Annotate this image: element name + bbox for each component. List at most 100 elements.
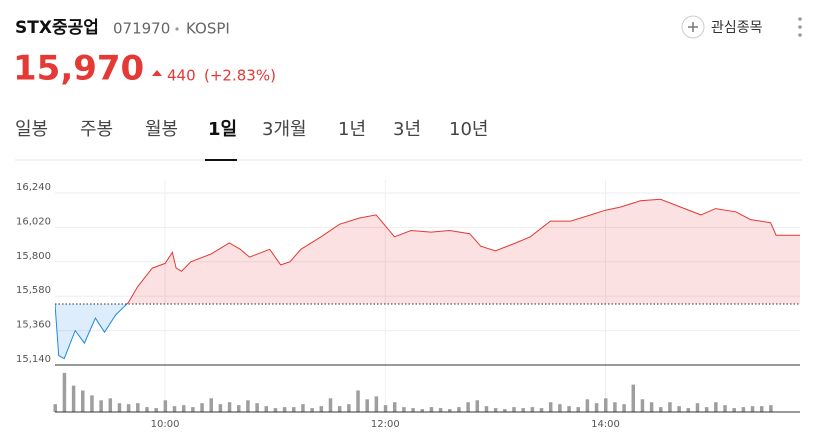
change: 440 [167, 67, 196, 85]
volume-bar [750, 406, 755, 412]
more-button[interactable] [798, 17, 802, 37]
volume-bar [732, 408, 736, 412]
volume-bar [558, 404, 562, 412]
volume-bar [301, 404, 305, 412]
plus-icon [681, 15, 705, 39]
volume-bar [227, 402, 232, 412]
tab[interactable]: 3개월 [262, 119, 307, 140]
y-tick-label: 15,140 [16, 354, 51, 365]
stock-code: 071970 [113, 20, 170, 38]
volume-bar [255, 403, 259, 412]
x-tick-label: 12:00 [371, 419, 400, 430]
volume-bar [640, 399, 645, 412]
plus-sign [688, 22, 698, 32]
volume-bar [539, 408, 544, 412]
price-area-down [55, 304, 127, 359]
volume-bar [457, 407, 461, 412]
volume-bar [337, 406, 342, 412]
volume-bar [90, 395, 94, 412]
volume-bar [172, 406, 177, 412]
volume-bar [567, 406, 571, 412]
volume-bar [448, 409, 452, 412]
volume-bar [759, 406, 764, 412]
volume-bar [81, 390, 85, 412]
volume-bar [769, 405, 773, 412]
volume-bar [603, 398, 608, 412]
market: KOSPI [186, 20, 230, 38]
tab[interactable]: 주봉 [80, 119, 113, 140]
change-pct: (+2.83%) [204, 67, 276, 85]
volume-bar [530, 407, 535, 412]
y-tick-label: 15,800 [16, 251, 51, 262]
volume-bar [622, 404, 626, 412]
volume-bar [686, 408, 691, 412]
volume-bar [292, 407, 296, 412]
volume-bar [392, 402, 397, 412]
price: 15,970 [13, 49, 144, 89]
volume-bar [347, 404, 351, 412]
volume-bar [181, 405, 186, 412]
volume-bar [420, 409, 424, 412]
volume-bar [154, 408, 158, 412]
tab[interactable]: 3년 [393, 119, 421, 140]
volume-bar [594, 403, 599, 412]
volume-bar [99, 400, 103, 412]
volume-bar [512, 407, 516, 412]
volume-bar [365, 399, 369, 412]
volume-bar [108, 398, 113, 412]
volume-bar [631, 384, 636, 412]
volume-bar [411, 408, 415, 412]
tab[interactable]: 1일 [208, 119, 237, 140]
y-tick-label: 16,240 [16, 182, 51, 193]
volume-bar [585, 399, 590, 412]
volume-bar [328, 398, 333, 412]
volume-bar [383, 405, 388, 412]
volume-bar [117, 403, 122, 412]
watch-label: 관심종목 [711, 20, 763, 36]
tab[interactable]: 1년 [338, 119, 366, 140]
watch-button[interactable]: 관심종목 [681, 15, 763, 39]
volume-bar [310, 408, 314, 412]
volume-bar [356, 390, 360, 412]
volume-bar [723, 405, 727, 412]
volume-bar [374, 396, 379, 412]
volume-bar [319, 406, 324, 412]
y-tick-label: 16,020 [16, 216, 51, 227]
y-tick-label: 15,580 [16, 285, 51, 296]
volume-bar [126, 404, 131, 412]
volume-bar [200, 403, 204, 412]
up-arrow [152, 70, 162, 76]
volume-bar [402, 407, 406, 412]
volume-bar [613, 402, 617, 412]
tab[interactable]: 월봉 [145, 119, 178, 140]
volume-bar [521, 408, 525, 412]
volume-bar [714, 402, 718, 412]
volume-bar [438, 408, 443, 412]
tab[interactable]: 일봉 [15, 119, 48, 140]
volume-bar [163, 400, 168, 412]
volume-bar [677, 406, 681, 412]
volume-bar [136, 403, 140, 412]
price-line-up [55, 198, 800, 305]
separator [175, 27, 179, 31]
volume-bar [475, 400, 480, 412]
volume-bar [145, 407, 149, 412]
volume-bar [191, 407, 195, 412]
volume-bar [503, 409, 507, 412]
volume-bar [71, 385, 76, 412]
tab[interactable]: 10년 [449, 119, 488, 140]
volume-bar [236, 405, 241, 412]
volume-bar [493, 408, 498, 412]
volume-bar [741, 407, 746, 412]
volume-bar [209, 398, 213, 412]
volume-bar [282, 407, 287, 412]
x-tick-label: 14:00 [591, 419, 620, 430]
volume-bar [273, 408, 278, 412]
volume-bar [695, 403, 700, 412]
volume-bar [246, 400, 250, 412]
volume-bar [53, 404, 57, 412]
volume-bar [649, 402, 654, 412]
volume-bar [264, 406, 269, 412]
